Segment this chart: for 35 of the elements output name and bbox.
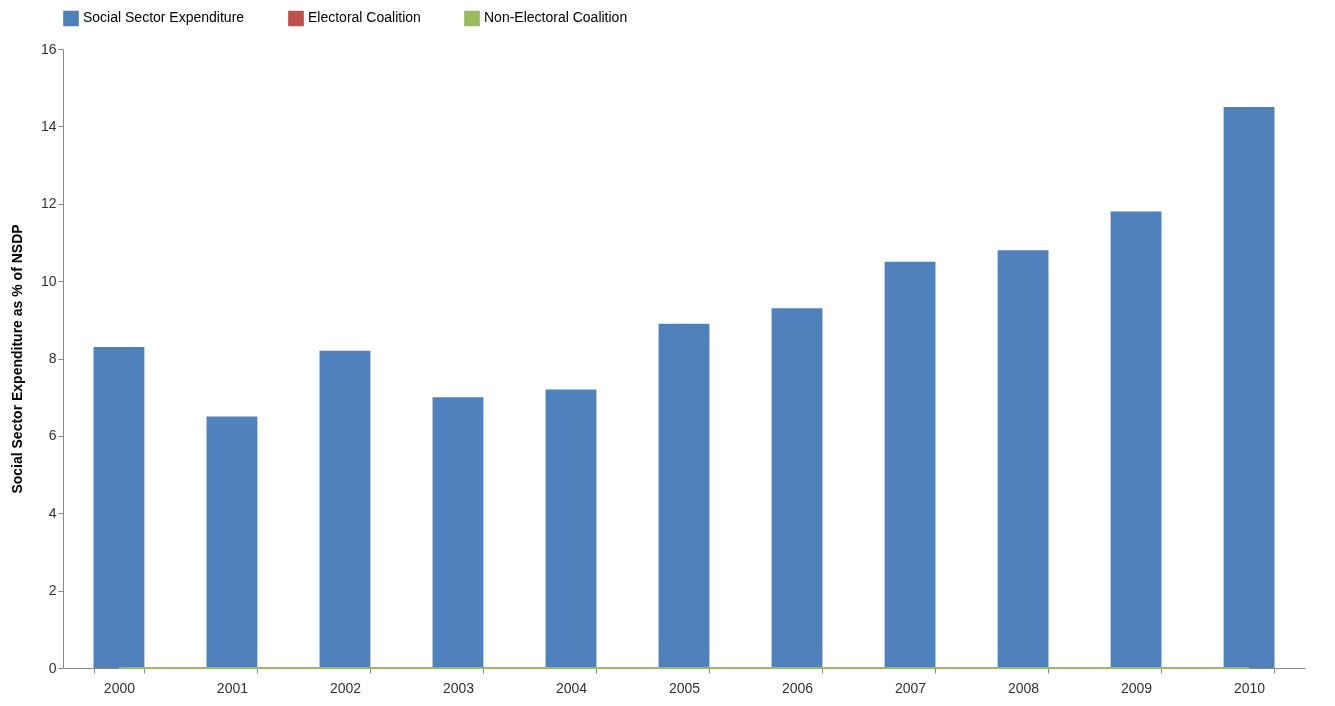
y-tick-label: 8 [48, 350, 57, 366]
x-tick-label: 2009 [1120, 679, 1153, 696]
x-tick-label: 2000 [103, 679, 136, 696]
x-tick-label: 2010 [1233, 679, 1266, 696]
bar [1223, 107, 1275, 668]
y-tick-label: 12 [40, 195, 57, 212]
y-tick-label: 6 [48, 427, 57, 444]
bar [1110, 211, 1162, 668]
x-tick-label: 2004 [555, 679, 588, 696]
bar [771, 308, 823, 668]
bar [658, 323, 710, 668]
x-tick-label: 2007 [894, 679, 927, 696]
bar [997, 250, 1049, 668]
x-tick-label: 2001 [216, 679, 249, 696]
y-tick-label: 2 [48, 582, 57, 599]
y-tick-label: 10 [40, 272, 57, 289]
bar [319, 350, 371, 668]
x-tick-label: 2003 [442, 679, 475, 696]
y-tick-label: 0 [48, 659, 57, 676]
y-tick-label: 4 [48, 504, 57, 521]
bar [545, 389, 597, 668]
y-axis-title: Social Sector Expenditure as % of NSDP [8, 224, 25, 494]
y-tick-label: 16 [40, 40, 57, 57]
x-tick-label: 2008 [1007, 679, 1040, 696]
bar [206, 416, 258, 668]
y-tick-label: 14 [40, 117, 57, 134]
x-tick-label: 2006 [781, 679, 814, 696]
legend-label: Social Sector Expenditure [83, 9, 245, 26]
bar [432, 397, 484, 668]
x-tick-label: 2005 [668, 679, 701, 696]
x-tick-label: 2002 [329, 679, 362, 696]
legend-label: Non-Electoral Coalition [484, 9, 628, 26]
legend-label: Electoral Coalition [308, 9, 421, 26]
bar [884, 261, 936, 668]
bar [93, 346, 145, 668]
